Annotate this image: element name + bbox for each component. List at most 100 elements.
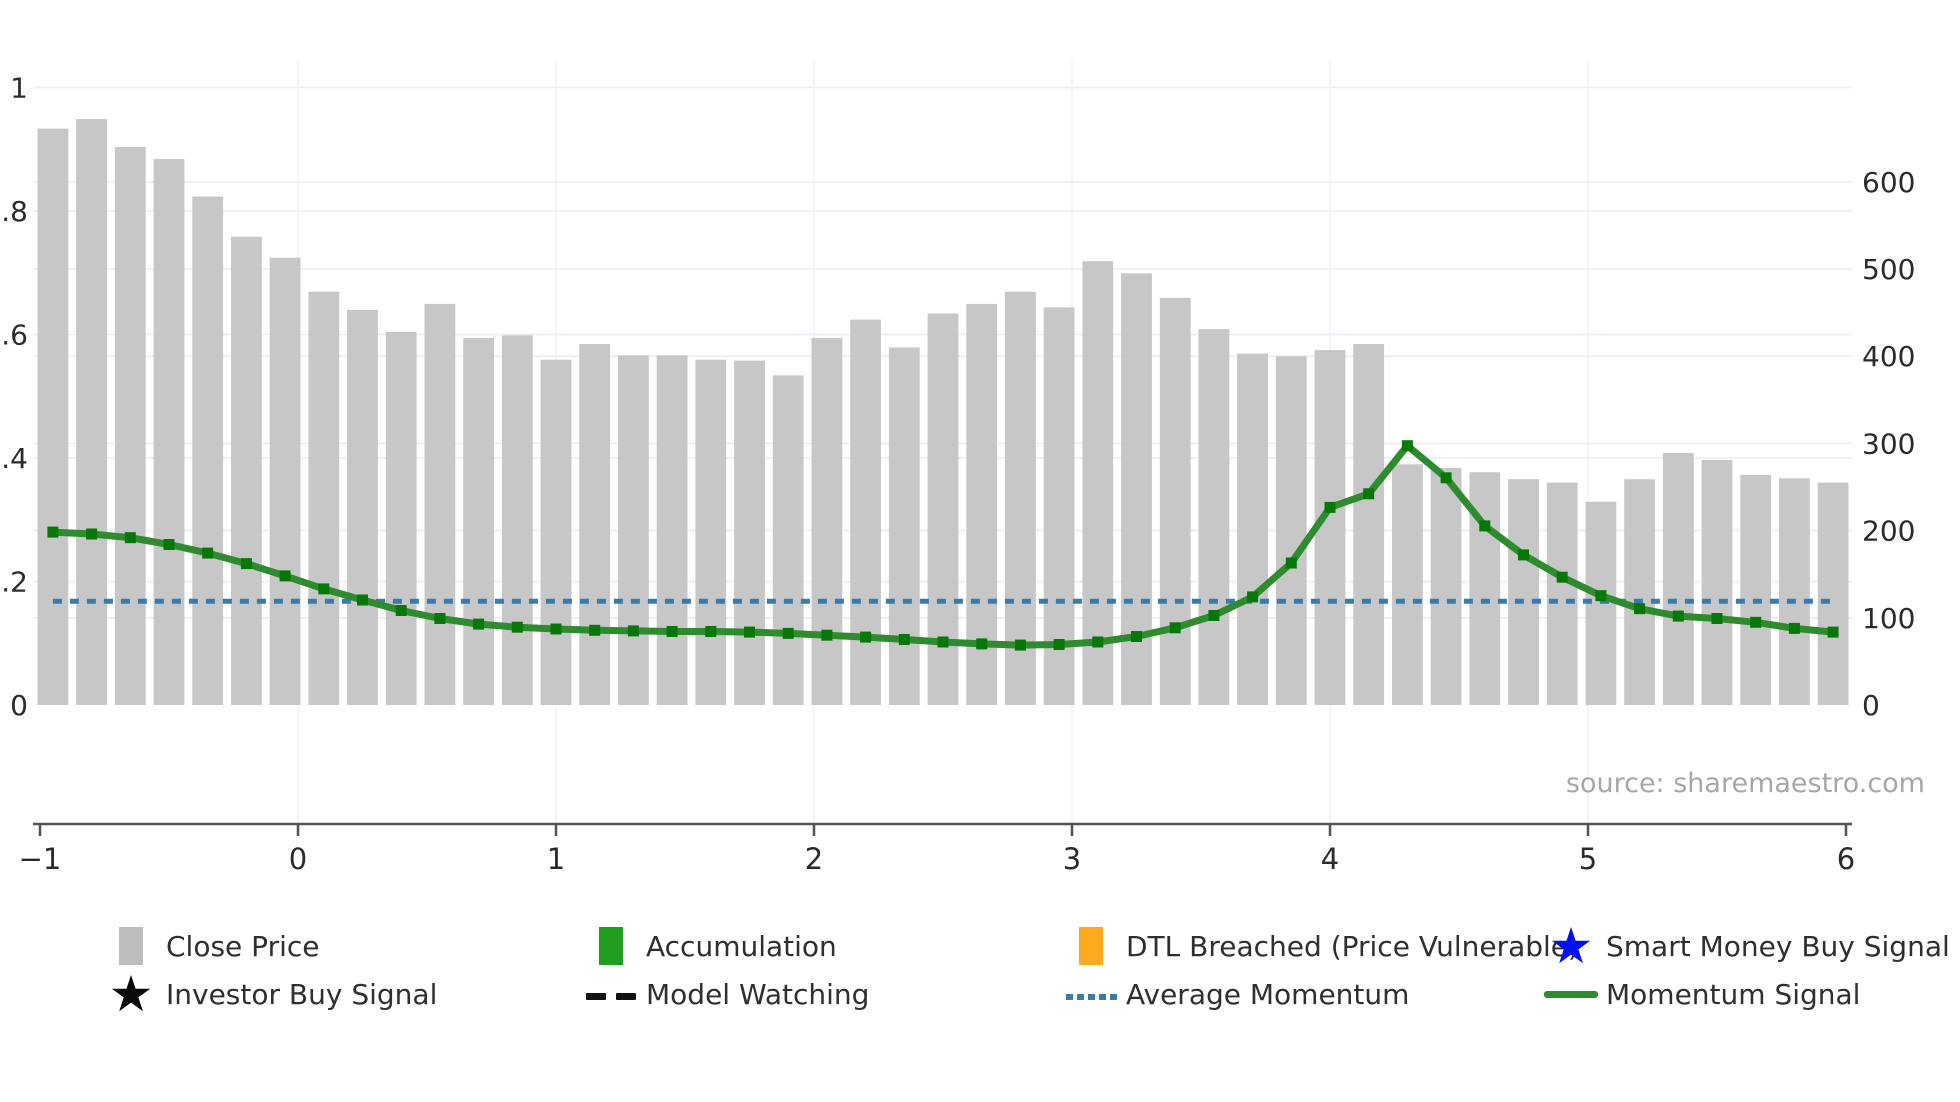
close-price-bar [347,310,378,705]
right-axis-tick-label: 100 [1862,602,1915,635]
accumulation-marker [705,626,717,637]
close-price-bar [540,359,572,705]
close-price-bar [1392,464,1423,705]
model-watching-swatch [581,985,641,1004]
accumulation-marker [279,570,291,582]
close-price-bar [76,119,107,705]
close-price-bar [385,331,417,705]
accumulation-marker [473,618,485,630]
accumulation-marker [1672,610,1684,622]
accumulation-marker [202,547,214,559]
close-price-bar [1005,291,1036,705]
accumulation-marker [1401,440,1413,452]
close-price-bar [114,146,146,705]
close-price-bar [811,337,843,705]
momentum-signal-swatch [1544,990,1598,998]
right-axis-tick-label: 0 [1862,689,1880,722]
accumulation-marker [1556,571,1568,583]
dtl-breached-swatch [1079,927,1103,965]
smart-money-buy-signal-star-icon: ★ [1548,917,1594,975]
accumulation-marker [1208,610,1220,621]
accumulation-marker [1595,590,1607,602]
accumulation-marker [511,621,523,633]
accumulation-marker [1750,616,1762,628]
accumulation-marker [163,539,175,550]
accumulation-marker [1131,631,1142,642]
left-axis-tick-label: 0 [10,689,28,722]
legend-item-momentum-signal: Momentum Signal [1540,968,1860,1020]
investor-buy-signal-star-icon: ★ [108,965,154,1023]
accumulation-marker [1479,520,1491,532]
legend-item-smart-money-buy-signal: ★ Smart Money Buy Signal [1540,920,1950,972]
right-axis-tick-label: 200 [1862,515,1915,548]
close-price-bar [1353,344,1385,705]
accumulation-marker [821,629,833,641]
accumulation-marker [47,526,59,538]
accumulation-marker [124,532,136,544]
source-attribution: source: sharemaestro.com [1565,768,1925,799]
legend-label-model-watching: Model Watching [646,977,870,1011]
accumulation-swatch [599,927,623,965]
accumulation-marker [898,634,910,645]
close-price-bar [734,360,765,705]
x-axis-tick-label: 5 [1579,842,1597,876]
accumulation-marker [627,625,639,637]
accumulation-marker [1247,591,1259,603]
close-price-bar [1082,261,1114,705]
legend-item-model-watching: Model Watching [580,968,869,1020]
close-price-bar [772,375,804,705]
legend-label-smart-money-buy-signal: Smart Money Buy Signal [1606,929,1950,963]
legend-label-dtl-breached: DTL Breached (Price Vulnerable) [1126,929,1579,963]
right-axis-labels: 0 100 200 300 400 500 600 [1862,166,1915,722]
close-price-bar [192,196,224,705]
accumulation-marker [744,626,755,638]
left-axis-tick-label: 0.4 [0,442,28,475]
left-axis-tick-label: 0.2 [0,566,28,599]
x-axis-labels: −1 0 1 2 3 4 5 6 [19,824,1855,876]
close-price-bar [1275,356,1307,705]
accumulation-marker [1092,636,1104,648]
close-price-bar [424,303,456,705]
close-price-bar [1546,482,1578,705]
close-price-bar [618,355,649,705]
legend-item-dtl-breached: DTL Breached (Price Vulnerable) [1060,920,1579,972]
average-momentum-swatch [1064,985,1119,1004]
close-price-bar [1701,460,1733,705]
x-axis-tick-label: 2 [805,842,823,876]
accumulation-marker [395,605,407,616]
accumulation-marker [589,624,601,636]
close-price-bar [1430,467,1462,705]
accumulation-marker [1440,472,1452,484]
chart-legend: Close Price Accumulation DTL Breached (Pri… [0,912,1960,1032]
accumulation-marker [357,594,368,606]
close-price-bar [1237,353,1268,705]
accumulation-marker [550,623,562,635]
close-price-bar [501,335,533,705]
legend-item-investor-buy-signal: ★ Investor Buy Signal [100,965,438,1023]
legend-item-close-price: Close Price [100,920,319,972]
accumulation-markers [47,440,1839,651]
right-axis-tick-label: 500 [1862,253,1915,286]
x-axis-tick-label: −1 [19,842,62,876]
accumulation-marker [1363,488,1375,500]
legend-label-average-momentum: Average Momentum [1126,977,1410,1011]
close-price-swatch [119,927,143,965]
close-price-bar [850,319,881,705]
close-price-bar [1508,479,1539,705]
close-price-bar [888,347,920,705]
close-price-bar [37,128,69,706]
accumulation-marker [434,613,446,624]
accumulation-marker [666,626,678,637]
accumulation-marker [1053,639,1065,650]
x-axis-tick-label: 1 [547,842,565,876]
close-price-bar [153,159,185,706]
close-price-bar [231,236,262,705]
legend-label-momentum-signal: Momentum Signal [1606,977,1861,1011]
accumulation-marker [1788,622,1800,634]
close-price-bar [579,344,611,705]
x-axis-tick-label: 3 [1063,842,1081,876]
right-axis-tick-label: 400 [1862,340,1915,373]
close-price-bar [966,303,998,705]
accumulation-marker [1014,639,1026,651]
